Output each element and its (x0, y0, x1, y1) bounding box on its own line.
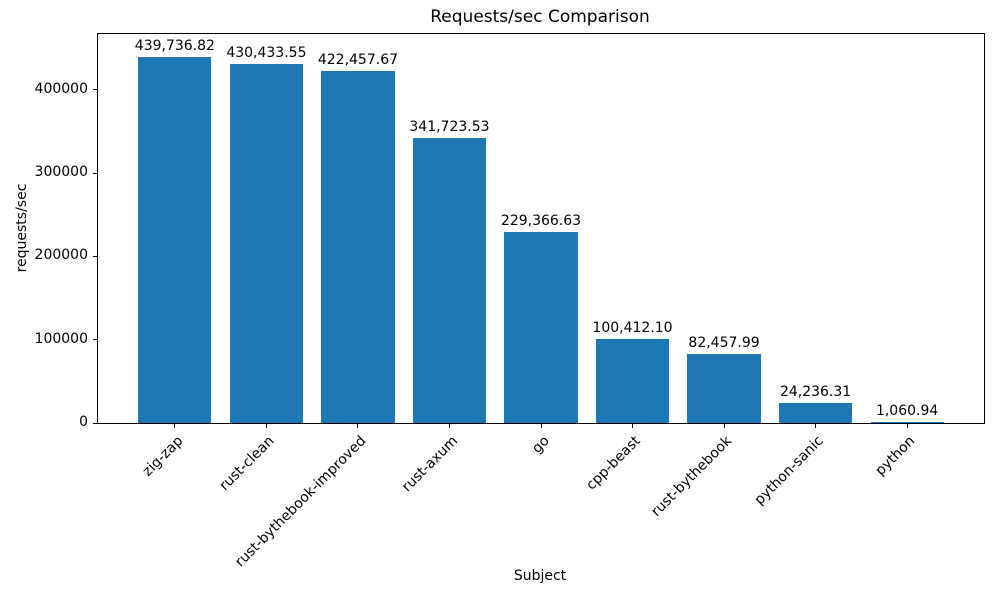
x-tick-label-text: rust-axum (398, 433, 461, 496)
bar-python-sanic (778, 402, 853, 423)
x-tick-label-text: python-sanic (751, 433, 827, 509)
y-tick-label: 200000 (34, 247, 88, 264)
bar-rust-bythebook (687, 354, 761, 423)
x-tick (723, 423, 725, 428)
x-tick (448, 423, 450, 428)
y-tick-label: 0 (79, 414, 88, 430)
y-tick (93, 89, 98, 91)
bar-value-label: 341,723.53 (409, 119, 490, 136)
bar-rust-axum (412, 138, 487, 423)
x-tick (906, 423, 908, 428)
x-tick-label-text: zig-zap (139, 433, 187, 480)
y-tick (93, 172, 98, 174)
x-tick-label-text: cpp-beast (583, 433, 644, 494)
x-tick (174, 423, 176, 428)
bar-rust-bythebook-improved (321, 71, 395, 423)
bar-value-label: 100,412.10 (592, 320, 673, 337)
bar-value-label: 1,060.94 (875, 403, 939, 419)
plot-area: 0 100000 200000 300000 400000 439,736.82 zig-z… (35, 33, 985, 570)
x-axis-label: Subject (513, 568, 567, 584)
x-tick (357, 423, 359, 428)
bar-value-label: 24,236.31 (779, 383, 852, 400)
y-tick-label: 100000 (34, 330, 88, 347)
bar-value-label: 82,457.99 (688, 335, 760, 352)
bar-value-label: 229,366.63 (500, 212, 582, 229)
y-tick (93, 422, 98, 424)
y-axis-label: requests/sec (14, 183, 30, 273)
bar-python (870, 422, 944, 423)
x-tick-label-text: rust-bythebook (648, 433, 736, 520)
y-tick-label: 400000 (34, 80, 88, 97)
bar-rust-clean (229, 64, 304, 423)
bar-value-label: 430,433.55 (226, 45, 307, 62)
x-tick (632, 423, 634, 428)
x-tick-label-text: go (528, 433, 553, 457)
bar-cpp-beast (595, 339, 670, 423)
y-tick-label: 300000 (34, 164, 88, 181)
bar-value-label: 422,457.67 (317, 52, 399, 69)
x-tick-label-text: python (872, 433, 919, 479)
chart-title: Requests/sec Comparison (430, 7, 650, 27)
bar-value-label: 439,736.82 (134, 37, 215, 54)
x-tick-label-text: rust-clean (216, 433, 278, 494)
y-tick (93, 255, 98, 257)
bar-zig-zap (138, 56, 212, 423)
x-tick (265, 423, 267, 428)
x-tick (540, 423, 542, 428)
x-tick (815, 423, 817, 428)
bar-go (504, 231, 578, 423)
y-tick (93, 339, 98, 341)
